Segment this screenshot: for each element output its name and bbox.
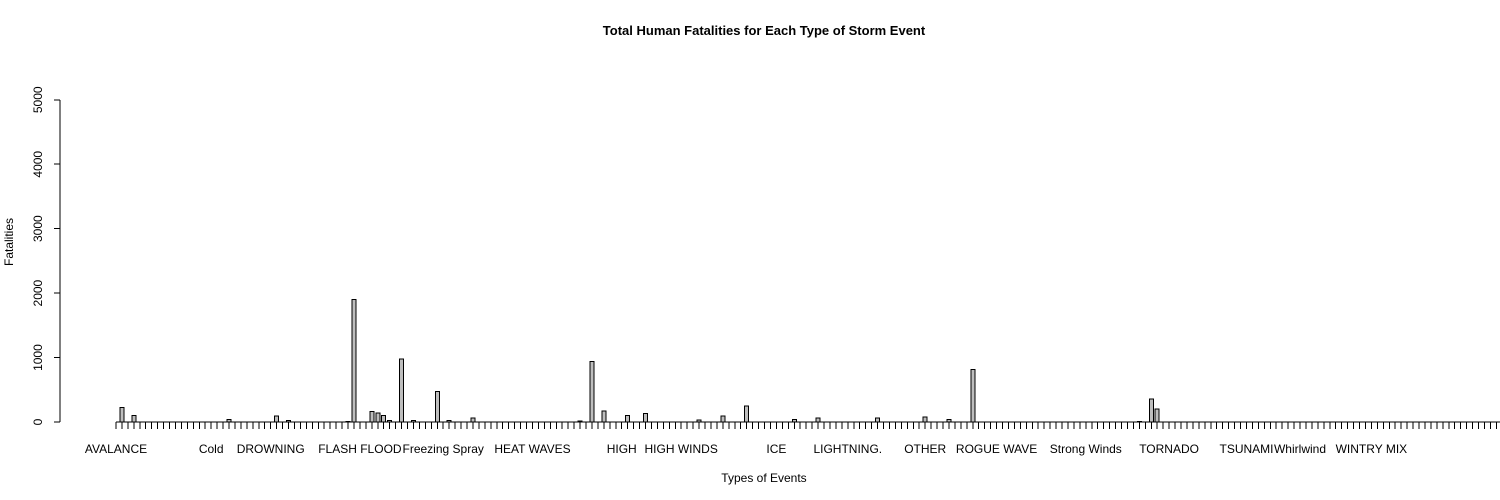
- bar: [696, 419, 702, 423]
- bar: [922, 416, 928, 423]
- bars: [119, 298, 1160, 423]
- x-tick-label: Cold: [199, 442, 224, 456]
- x-tick-label: LIGHTNING.: [813, 442, 882, 456]
- bar: [399, 358, 405, 423]
- x-tick-label: HIGH WINDS: [645, 442, 718, 456]
- bar: [1154, 408, 1160, 423]
- y-tick-label: 4000: [31, 151, 45, 178]
- x-tick-label: OTHER: [904, 442, 946, 456]
- bar: [274, 415, 280, 423]
- x-tick-label: Strong Winds: [1050, 442, 1122, 456]
- bar: [815, 417, 821, 423]
- x-tick-label: AVALANCE: [85, 442, 147, 456]
- bar: [411, 420, 416, 423]
- y-tick-label: 3000: [31, 215, 45, 242]
- y-tick-label: 2000: [31, 279, 45, 306]
- bar: [1148, 398, 1154, 423]
- bar: [791, 419, 797, 423]
- bar: [369, 411, 375, 423]
- x-tick-label: ICE: [766, 442, 786, 456]
- x-tick-label: WINTRY MIX: [1336, 442, 1408, 456]
- y-axis-label: Fatalities: [2, 218, 16, 266]
- bar: [601, 410, 607, 423]
- bar: [434, 391, 440, 423]
- y-axis: 0 1000 2000 3000 4000 5000: [31, 86, 61, 425]
- x-tick-label: HIGH: [607, 442, 637, 456]
- bar: [744, 405, 750, 423]
- bar: [625, 415, 631, 423]
- bar: [286, 420, 291, 423]
- bar: [589, 361, 595, 423]
- bar: [1136, 420, 1142, 423]
- bar: [470, 417, 476, 423]
- x-tick-label: TSUNAMI: [1220, 442, 1274, 456]
- y-tick-label: 5000: [31, 86, 45, 113]
- bar: [345, 420, 351, 423]
- bar: [375, 412, 381, 423]
- bar: [226, 419, 232, 423]
- bar: [577, 420, 583, 423]
- bar: [381, 415, 387, 423]
- x-axis-label: Types of Events: [721, 471, 806, 485]
- bar: [875, 417, 881, 423]
- bar: [119, 407, 125, 423]
- bar: [387, 420, 393, 423]
- bar: [131, 415, 137, 423]
- bar: [946, 419, 952, 423]
- x-tick-label: FLASH FLOOD: [318, 442, 402, 456]
- y-tick-label: 1000: [31, 344, 45, 371]
- x-tick-label: HEAT WAVES: [494, 442, 570, 456]
- bar: [351, 298, 357, 423]
- x-tick-label: ROGUE WAVE: [956, 442, 1037, 456]
- bar: [720, 415, 726, 423]
- y-tick-label: 0: [31, 418, 45, 425]
- x-tick-label: Freezing Spray: [403, 442, 484, 456]
- chart-title: Total Human Fatalities for Each Type of …: [603, 23, 926, 38]
- x-tick-label: TORNADO: [1139, 442, 1199, 456]
- bar: [970, 368, 976, 423]
- x-tick-label: DROWNING: [237, 442, 305, 456]
- bar: [643, 413, 648, 423]
- x-axis: AVALANCE Cold DROWNING FLASH FLOOD Freezing …: [85, 421, 1500, 456]
- bar: [446, 420, 452, 423]
- x-tick-label: Whirlwind: [1274, 442, 1326, 456]
